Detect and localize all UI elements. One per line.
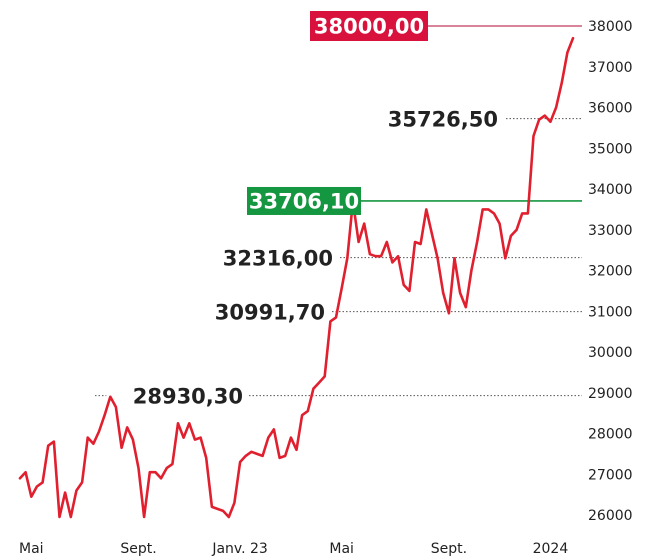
y-tick-label: 29000 [588,386,633,402]
y-tick-label: 38000 [588,19,633,35]
annotation-label: 30991,70 [215,301,325,325]
y-tick-label: 30000 [588,345,633,361]
x-tick-label: Sept. [120,541,156,557]
x-tick-label: Mai [329,541,354,557]
annotation-label: 33706,10 [249,189,359,213]
highlight-box-red [310,11,428,41]
annotation-label: 32316,00 [223,247,333,271]
x-tick-label: 2024 [533,541,569,557]
y-tick-label: 31000 [588,304,633,320]
x-tick-label: Mai [19,541,44,557]
y-tick-label: 27000 [588,467,633,483]
value-annotations: 38000,00 35726,50 33706,10 32316,00 30991,70… [133,11,498,409]
price-series-line [18,36,575,519]
y-tick-label: 36000 [588,101,633,117]
y-tick-label: 34000 [588,182,633,198]
y-tick-label: 26000 [588,508,633,524]
annotation-label: 35726,50 [388,108,498,132]
y-tick-label: 37000 [588,60,633,76]
y-tick-label: 33000 [588,223,633,239]
reference-lines [95,25,582,397]
highlight-box-green [247,186,361,215]
y-tick-label: 32000 [588,264,633,280]
x-axis-ticks: Mai Sept. Janv. 23 Mai Sept. 2024 [19,541,568,557]
y-axis-ticks: 26000 27000 28000 29000 30000 31000 32000 33000… [588,19,633,524]
x-tick-label: Janv. 23 [211,541,268,557]
annotation-label: 38000,00 [314,15,424,39]
y-tick-label: 35000 [588,141,633,157]
y-tick-label: 28000 [588,427,633,443]
x-tick-label: Sept. [431,541,467,557]
annotation-label: 28930,30 [133,385,243,409]
